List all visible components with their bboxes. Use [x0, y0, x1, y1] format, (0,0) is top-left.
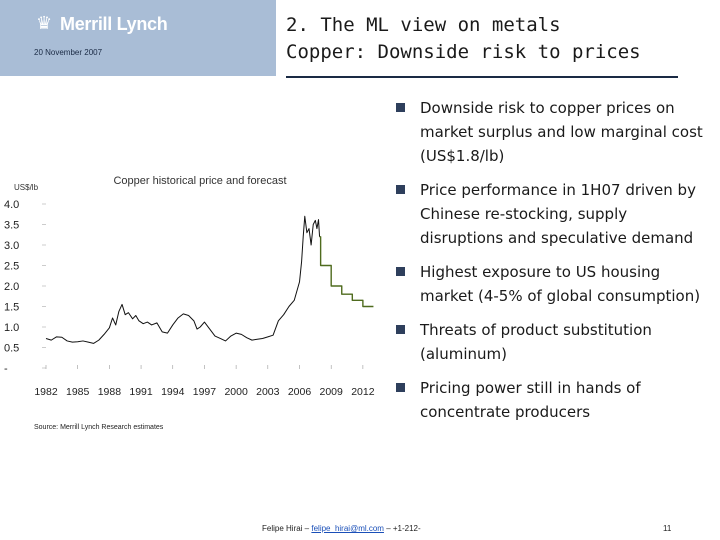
y-tick-label: 1.0 — [4, 322, 19, 334]
title-line-1: 2. The ML view on metals — [286, 14, 561, 36]
footer-name: Felipe Hirai – — [262, 524, 310, 533]
bullet-square-icon — [396, 325, 405, 334]
chart-title: Copper historical price and forecast — [113, 175, 286, 187]
copper-price-chart: Copper historical price and forecast US$… — [4, 175, 375, 398]
bullet-text: Price performance in 1H07 driven by Chin… — [420, 181, 696, 247]
y-tick-label: 4.0 — [4, 199, 19, 211]
x-tick-label: 2000 — [224, 386, 248, 398]
bullet-text: Pricing power still in hands of concentr… — [420, 379, 641, 421]
x-tick-label: 1997 — [193, 386, 217, 398]
bullet-item: Highest exposure to US housing market (4… — [394, 260, 712, 308]
bullet-item: Price performance in 1H07 driven by Chin… — [394, 178, 712, 250]
bullet-text: Highest exposure to US housing market (4… — [420, 263, 701, 305]
bullet-text: Threats of product substitution (aluminu… — [420, 321, 652, 363]
y-tick-label: - — [4, 363, 8, 375]
title-line-2: Copper: Downside risk to prices — [286, 41, 641, 63]
x-tick-label: 2003 — [256, 386, 280, 398]
forecast-price-line — [319, 236, 374, 308]
x-tick-label: 1991 — [129, 386, 153, 398]
x-tick-label: 2012 — [351, 386, 375, 398]
y-tick-label: 2.5 — [4, 261, 19, 273]
x-tick-label: 2009 — [320, 386, 344, 398]
bull-logo-icon: ♛ — [36, 13, 53, 34]
bullet-item: Downside risk to copper prices on market… — [394, 96, 712, 168]
company-logo-text: Merrill Lynch — [60, 14, 168, 34]
x-tick-label: 1982 — [34, 386, 58, 398]
y-tick-label: 2.0 — [4, 281, 19, 293]
slide-title: 2. The ML view on metals Copper: Downsid… — [286, 12, 706, 66]
y-axis-unit-label: US$/lb — [14, 183, 39, 192]
bullet-square-icon — [396, 103, 405, 112]
logo-box: ♛ Merrill Lynch 20 November 2007 — [0, 0, 276, 76]
bullet-text: Downside risk to copper prices on market… — [420, 99, 703, 165]
x-tick-label: 1994 — [161, 386, 185, 398]
historical-price-line — [45, 215, 321, 344]
footer-contact: Felipe Hirai – felipe_hirai@ml.com – +1-… — [262, 524, 421, 533]
y-tick-label: 3.0 — [4, 240, 19, 252]
bullet-item: Threats of product substitution (aluminu… — [394, 318, 712, 366]
y-tick-label: 3.5 — [4, 220, 19, 232]
page-number: 11 — [663, 524, 672, 533]
title-underline — [286, 76, 678, 78]
x-tick-label: 1985 — [66, 386, 90, 398]
report-date: 20 November 2007 — [34, 48, 103, 57]
bullet-item: Pricing power still in hands of concentr… — [394, 376, 712, 424]
y-tick-label: 1.5 — [4, 302, 19, 314]
y-tick-label: 0.5 — [4, 343, 19, 355]
footer-phone: – +1-212- — [386, 524, 421, 533]
bullet-square-icon — [396, 267, 405, 276]
bullet-list: Downside risk to copper prices on market… — [394, 96, 712, 434]
chart-source-note: Source: Merrill Lynch Research estimates — [34, 424, 164, 431]
x-tick-label: 1988 — [98, 386, 122, 398]
x-tick-label: 2006 — [288, 386, 312, 398]
bullet-square-icon — [396, 185, 405, 194]
footer-email-link[interactable]: felipe_hirai@ml.com — [311, 524, 384, 533]
bullet-square-icon — [396, 383, 405, 392]
